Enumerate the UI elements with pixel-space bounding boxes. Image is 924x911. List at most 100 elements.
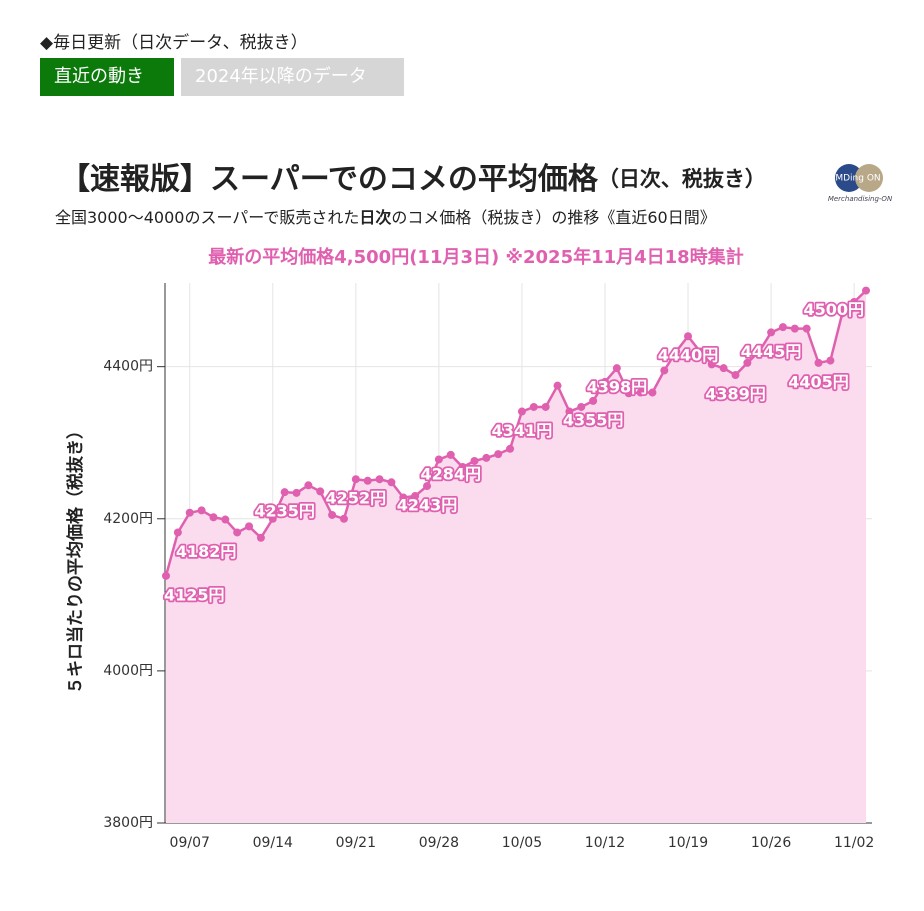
point bbox=[695, 347, 704, 356]
logo-circle bbox=[835, 164, 863, 192]
point bbox=[494, 450, 503, 459]
point bbox=[280, 488, 289, 497]
point bbox=[185, 508, 194, 517]
point bbox=[636, 388, 645, 397]
point bbox=[351, 475, 360, 484]
value-label: 4440円 bbox=[658, 346, 719, 365]
value-label: 4252円 bbox=[326, 489, 387, 508]
x-tick-label: 09/07 bbox=[170, 835, 210, 851]
point bbox=[778, 323, 787, 332]
point bbox=[802, 324, 811, 333]
point bbox=[589, 396, 598, 405]
point bbox=[446, 450, 455, 459]
point bbox=[470, 456, 479, 465]
point bbox=[399, 493, 408, 502]
point bbox=[624, 389, 633, 398]
y-axis-label: ５キロ当たりの平均価格（税抜き） bbox=[65, 422, 86, 694]
point bbox=[256, 533, 265, 542]
title-suffix: （日次、税抜き） bbox=[598, 167, 766, 191]
subtitle-part: 全国3000〜4000のスーパーで販売された bbox=[55, 208, 359, 227]
point bbox=[411, 491, 420, 500]
chart-title: 【速報版】スーパーでのコメの平均価格（日次、税抜き） bbox=[60, 162, 766, 197]
update-note: ◆毎日更新（日次データ、税抜き） bbox=[40, 33, 308, 53]
point bbox=[684, 332, 693, 341]
page: ◆毎日更新（日次データ、税抜き） 直近の動き 2024年以降のデータ 【速報版】… bbox=[40, 33, 893, 851]
logo-sub: Merchandising-ON bbox=[828, 195, 893, 203]
point bbox=[209, 513, 218, 522]
point bbox=[553, 381, 562, 390]
point bbox=[292, 488, 301, 497]
title-main: 【速報版】スーパーでのコメの平均価格 bbox=[60, 162, 599, 197]
point bbox=[458, 463, 467, 472]
point bbox=[862, 286, 870, 295]
point bbox=[423, 482, 432, 491]
point bbox=[375, 475, 384, 484]
x-tick-label: 10/05 bbox=[502, 835, 542, 851]
value-label: 4389円 bbox=[705, 385, 766, 404]
point bbox=[434, 455, 443, 464]
chart: 【速報版】スーパーでのコメの平均価格（日次、税抜き） MDing ON Merc… bbox=[55, 162, 893, 852]
tab[interactable]: 2024年以降のデータ bbox=[181, 58, 404, 96]
point bbox=[850, 298, 859, 307]
value-label: 4398円 bbox=[587, 378, 648, 397]
point bbox=[304, 481, 313, 490]
point bbox=[221, 515, 230, 524]
point bbox=[173, 528, 182, 537]
x-tick-label: 09/28 bbox=[419, 835, 459, 851]
value-label: 4243円 bbox=[397, 496, 458, 515]
point bbox=[245, 522, 254, 531]
point bbox=[612, 364, 621, 373]
subtitle-part: のコメ価格（税抜き）の推移《直近60日間》 bbox=[391, 208, 715, 227]
point bbox=[363, 476, 372, 485]
value-label: 4405円 bbox=[788, 372, 849, 391]
point bbox=[660, 366, 669, 375]
tab-active[interactable]: 直近の動き bbox=[40, 58, 174, 96]
value-label: 4284円 bbox=[420, 464, 481, 483]
point bbox=[482, 453, 491, 462]
point bbox=[743, 358, 752, 367]
value-label: 4235円 bbox=[254, 502, 315, 521]
point bbox=[719, 364, 728, 373]
x-tick-label: 09/14 bbox=[253, 835, 293, 851]
value-label: 4500円 bbox=[803, 300, 864, 319]
subtitle: 全国3000〜4000のスーパーで販売された日次のコメ価格（税抜き）の推移《直近… bbox=[55, 208, 716, 227]
point bbox=[541, 402, 550, 411]
y-tick-label: 3800円 bbox=[103, 815, 153, 831]
point bbox=[790, 324, 799, 333]
point bbox=[672, 347, 681, 356]
point bbox=[707, 360, 716, 369]
annotation: 最新の平均価格4,500円(11月3日) ※2025年11月4日18時集計 bbox=[208, 246, 743, 268]
point bbox=[731, 371, 740, 380]
point bbox=[755, 347, 764, 356]
value-label: 4341円 bbox=[492, 421, 553, 440]
point bbox=[648, 388, 657, 397]
value-label: 4182円 bbox=[176, 542, 237, 561]
point bbox=[814, 358, 823, 367]
subtitle-part: 日次 bbox=[359, 208, 391, 227]
x-tick-label: 11/02 bbox=[834, 835, 874, 851]
value-label: 4125円 bbox=[164, 585, 225, 604]
point bbox=[339, 514, 348, 523]
point bbox=[826, 356, 835, 365]
point bbox=[529, 402, 538, 411]
point bbox=[506, 444, 515, 453]
value-label: 4355円 bbox=[563, 410, 624, 429]
y-tick-label: 4200円 bbox=[103, 511, 153, 527]
x-tick-label: 09/21 bbox=[336, 835, 376, 851]
point bbox=[328, 510, 337, 519]
point bbox=[233, 528, 242, 537]
point bbox=[600, 377, 609, 386]
point bbox=[577, 402, 586, 411]
point bbox=[268, 514, 277, 523]
point bbox=[517, 407, 526, 416]
point bbox=[316, 487, 325, 496]
logo-text: MDing ON bbox=[835, 174, 880, 184]
y-tick-label: 4400円 bbox=[103, 359, 153, 375]
point bbox=[162, 571, 170, 580]
x-tick-label: 10/12 bbox=[585, 835, 625, 851]
logo-circle bbox=[855, 164, 883, 192]
point bbox=[387, 478, 396, 487]
point bbox=[767, 328, 776, 337]
point bbox=[197, 506, 206, 515]
point bbox=[838, 309, 847, 318]
